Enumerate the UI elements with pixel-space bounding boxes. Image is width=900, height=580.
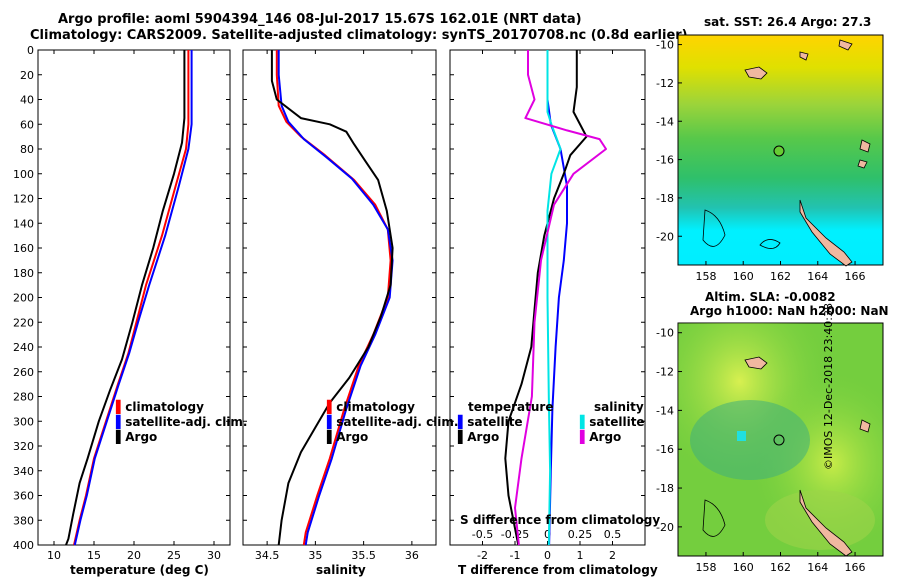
- map-x-tick-label: 166: [845, 270, 866, 283]
- series-line-argo: [270, 50, 394, 546]
- x-tick-label: 1: [577, 549, 584, 562]
- y-tick-label: 200: [13, 292, 34, 305]
- map-y-tick-label: -16: [656, 443, 674, 456]
- diff-legend-salinity-header: salinity: [594, 400, 644, 414]
- y-tick-label: 320: [13, 440, 34, 453]
- map-y-tick-label: -16: [656, 154, 674, 167]
- map-y-tick-label: -18: [656, 482, 674, 495]
- temp-legend-satellite: ▌satellite-adj. clim.: [116, 415, 248, 429]
- sla-map-subtitle: Argo h1000: NaN h2000: NaN: [690, 304, 889, 318]
- y-tick-label: 240: [13, 341, 34, 354]
- sst-map-panel: [677, 34, 884, 267]
- sla-map-panel: [677, 322, 884, 557]
- diff-legend-t-satellite: ▌satellite: [458, 415, 523, 429]
- diff-legend-s-satellite: ▌satellite: [580, 415, 645, 429]
- x-tick-label: 30: [207, 549, 221, 562]
- x-tick-label: 2: [609, 549, 616, 562]
- imos-watermark: ©IMOS 12-Dec-2018 23:40:38: [822, 303, 835, 470]
- y-tick-label: 60: [20, 118, 34, 131]
- y-tick-label: 0: [27, 44, 34, 57]
- series-line-argo: [65, 50, 186, 546]
- sal-legend-climatology: ▌climatology: [327, 400, 415, 414]
- map-y-tick-label: -20: [656, 521, 674, 534]
- y-tick-label: 300: [13, 415, 34, 428]
- salinity-panel: [242, 49, 437, 546]
- y-tick-label: 40: [20, 94, 34, 107]
- x-tick-label-salinity: 0.5: [604, 528, 622, 541]
- sla-map-title: Altim. SLA: -0.0082: [705, 290, 836, 304]
- y-tick-label: 120: [13, 193, 34, 206]
- sst-map-title: sat. SST: 26.4 Argo: 27.3: [704, 15, 872, 29]
- title-line-1: Argo profile: aoml 5904394_146 08-Jul-20…: [58, 12, 582, 27]
- x-tick-label-salinity: -0.25: [501, 528, 529, 541]
- y-tick-label: 180: [13, 267, 34, 280]
- map-x-tick-label: 158: [695, 270, 716, 283]
- x-tick-label: 35: [308, 549, 322, 562]
- y-tick-label: 380: [13, 514, 34, 527]
- title-line-2: Climatology: CARS2009. Satellite-adjuste…: [30, 28, 688, 43]
- y-tick-label: 140: [13, 217, 34, 230]
- temperature-panel: [37, 49, 231, 546]
- temp-legend-argo: ▌Argo: [116, 430, 158, 444]
- map-x-tick-label: 158: [695, 561, 716, 574]
- sal-legend-satellite: ▌satellite-adj. clim.: [327, 415, 459, 429]
- difference-xlabel2: S difference from climatology: [460, 513, 661, 527]
- x-tick-label: 25: [167, 549, 181, 562]
- series-line-satellite-adj-clim-: [277, 50, 394, 546]
- map-y-tick-label: -14: [656, 115, 674, 128]
- y-tick-label: 360: [13, 490, 34, 503]
- series-line-s-argo: [514, 50, 607, 546]
- map-y-tick-label: -18: [656, 192, 674, 205]
- y-tick-label: 80: [20, 143, 34, 156]
- salinity-xlabel: salinity: [316, 563, 366, 577]
- map-y-tick-label: -20: [656, 230, 674, 243]
- map-y-tick-label: -12: [656, 77, 674, 90]
- sal-legend-argo: ▌Argo: [327, 430, 369, 444]
- x-tick-label: 10: [47, 549, 61, 562]
- map-x-tick-label: 166: [845, 561, 866, 574]
- series-line-s-satellite: [546, 50, 562, 546]
- y-tick-label: 20: [20, 69, 34, 82]
- map-x-tick-label: 160: [733, 270, 754, 283]
- temperature-xlabel: temperature (deg C): [70, 563, 209, 577]
- series-line-t-argo: [504, 50, 588, 546]
- x-tick-label: 36: [405, 549, 419, 562]
- map-x-tick-label: 160: [733, 561, 754, 574]
- x-tick-label: 0: [544, 549, 551, 562]
- x-tick-label: 15: [87, 549, 101, 562]
- temp-legend-climatology: ▌climatology: [116, 400, 204, 414]
- sst-argo-marker: [773, 145, 785, 157]
- map-y-tick-label: -14: [656, 404, 674, 417]
- x-tick-label: -1: [510, 549, 521, 562]
- diff-legend-t-argo: ▌Argo: [458, 430, 500, 444]
- map-x-tick-label: 164: [807, 270, 828, 283]
- sla-argo-marker: [773, 434, 785, 446]
- x-tick-label: 20: [127, 549, 141, 562]
- diff-legend-s-argo: ▌Argo: [580, 430, 622, 444]
- series-line-satellite-adj-clim-: [73, 50, 193, 546]
- map-y-tick-label: -12: [656, 366, 674, 379]
- y-tick-label: 220: [13, 316, 34, 329]
- x-tick-label: 35.5: [351, 549, 376, 562]
- x-tick-label-salinity: -0.5: [472, 528, 493, 541]
- y-tick-label: 100: [13, 168, 34, 181]
- x-tick-label-salinity: 0.25: [568, 528, 593, 541]
- y-tick-label: 400: [13, 539, 34, 552]
- y-tick-label: 160: [13, 242, 34, 255]
- diff-legend-temperature-header: temperature: [468, 400, 554, 414]
- y-tick-label: 280: [13, 391, 34, 404]
- y-tick-label: 260: [13, 366, 34, 379]
- map-y-tick-label: -10: [656, 327, 674, 340]
- map-y-tick-label: -10: [656, 39, 674, 52]
- x-tick-label: 34.5: [255, 549, 280, 562]
- map-x-tick-label: 164: [807, 561, 828, 574]
- x-tick-label: -2: [477, 549, 488, 562]
- x-tick-label-salinity: 0: [544, 528, 551, 541]
- map-x-tick-label: 162: [770, 561, 791, 574]
- difference-xlabel: T difference from climatology: [458, 563, 658, 577]
- map-x-tick-label: 162: [770, 270, 791, 283]
- y-tick-label: 340: [13, 465, 34, 478]
